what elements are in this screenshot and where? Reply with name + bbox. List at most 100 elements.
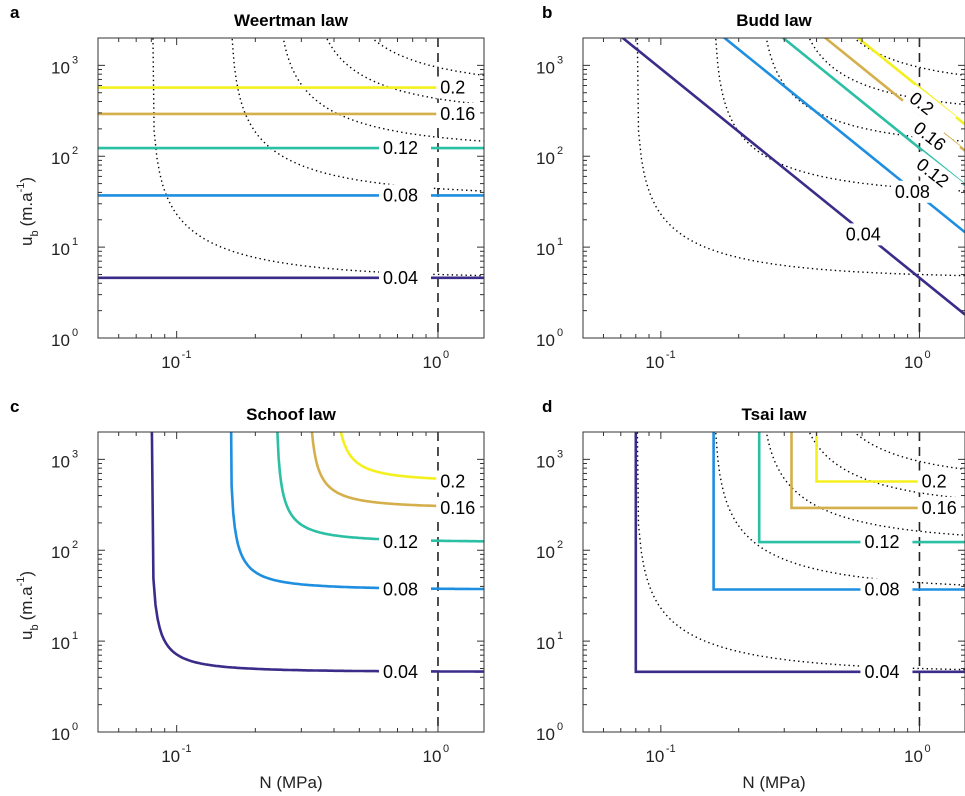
contour-label-0.12: 0.12	[383, 532, 418, 552]
contour-label-bg	[378, 660, 431, 683]
dotted-contour-0.12	[765, 432, 965, 536]
panel-letter: c	[10, 397, 19, 416]
x-tick-label: 10	[645, 747, 664, 766]
panel-title: Tsai law	[742, 405, 808, 424]
axes-frame	[97, 37, 485, 339]
contour-label-bg	[908, 150, 964, 201]
contour-label-bg	[841, 223, 894, 246]
contour-label-0.08: 0.08	[895, 182, 930, 202]
x-tick-label: 10	[161, 747, 180, 766]
contour-label-0.16: 0.16	[440, 498, 475, 518]
contour-line-0.2	[815, 432, 965, 483]
y-tick-label: 10	[536, 331, 555, 350]
panel-title: Weertman law	[234, 11, 349, 30]
y-tick-label: 10	[51, 725, 70, 744]
contour-line-0.16	[823, 38, 965, 152]
contour-line-0.16	[790, 432, 965, 510]
y-label-sub: b	[29, 624, 41, 630]
contour-label-bg	[378, 184, 431, 207]
y-tick-label: 10	[51, 331, 70, 350]
y-tick-label: 10	[51, 543, 70, 562]
x-tick-label: 10	[904, 353, 923, 372]
contour-label-0.04: 0.04	[383, 268, 418, 288]
contour-label-0.2: 0.2	[440, 472, 465, 492]
contour-line-0.2	[856, 38, 965, 126]
contour-label-bg	[378, 266, 431, 289]
contour-label-bg	[901, 84, 957, 135]
contour-label-bg	[860, 660, 913, 683]
contour-line-0.16	[310, 432, 484, 509]
x-tick-label: 10	[423, 353, 442, 372]
contour-label-0.16: 0.16	[922, 498, 957, 518]
x-tick-exponent: 0	[924, 349, 930, 361]
x-tick-label: 10	[904, 747, 923, 766]
y-label-exp: -1	[15, 577, 27, 587]
y-label-close: )	[17, 571, 36, 577]
contour-line-0.12	[781, 38, 965, 186]
x-tick-exponent: -1	[182, 349, 192, 361]
panel-title: Schoof law	[246, 405, 337, 424]
dotted-contour-0.16	[325, 38, 484, 106]
contour-label-bg	[378, 137, 431, 160]
contour-label-0.08: 0.08	[864, 579, 899, 599]
y-tick-exponent: 2	[72, 539, 78, 551]
panel-letter: b	[542, 3, 552, 22]
y-tick-exponent: 2	[557, 539, 563, 551]
y-tick-label: 10	[51, 58, 70, 77]
y-tick-exponent: 0	[557, 721, 563, 733]
y-label-main: u	[17, 631, 36, 640]
y-label-unit: (m.a	[17, 192, 36, 227]
contour-label-bg	[436, 470, 484, 493]
contour-label-0.08: 0.08	[383, 185, 418, 205]
panel-title: Budd law	[736, 11, 812, 30]
dotted-contour-0.16	[808, 432, 965, 500]
y-tick-exponent: 0	[72, 721, 78, 733]
contour-label-bg	[917, 470, 965, 493]
panel-letter: a	[10, 3, 20, 22]
plot-area: 0.04 0.08 0.12 0.16 0.2	[634, 432, 965, 732]
x-tick-label: 10	[161, 353, 180, 372]
y-tick-exponent: 0	[557, 327, 563, 339]
contour-line-0.2	[339, 432, 484, 482]
y-tick-exponent: 1	[557, 236, 563, 248]
y-label-sub: b	[29, 230, 41, 236]
plot-area: 0.04 0.08 0.12 0.16 0.2	[150, 432, 484, 732]
y-tick-label: 10	[51, 634, 70, 653]
contour-label-bg	[905, 114, 961, 164]
y-tick-exponent: 3	[557, 54, 563, 66]
y-tick-exponent: 1	[72, 236, 78, 248]
contour-label-bg	[436, 76, 484, 99]
y-tick-exponent: 2	[557, 145, 563, 157]
x-tick-exponent: 0	[443, 743, 449, 755]
y-axis-label: ub (m.a-1)	[15, 177, 41, 246]
y-label-close: )	[17, 177, 36, 183]
y-tick-exponent: 2	[72, 145, 78, 157]
y-tick-label: 10	[536, 149, 555, 168]
dotted-contour-0.16	[808, 38, 965, 106]
y-tick-exponent: 1	[557, 630, 563, 642]
x-tick-label: 10	[423, 747, 442, 766]
contour-label-bg	[436, 496, 484, 519]
y-tick-label: 10	[536, 543, 555, 562]
contour-label-bg	[378, 578, 431, 601]
dotted-contour-0.08	[714, 432, 965, 586]
contour-label-0.04: 0.04	[846, 224, 881, 244]
y-tick-label: 10	[536, 452, 555, 471]
contour-label-0.04: 0.04	[383, 662, 418, 682]
contour-label-bg	[378, 531, 431, 554]
dotted-contour-0.04	[152, 38, 484, 277]
contour-label-0.12: 0.12	[383, 138, 418, 158]
x-axis-label: N (MPa)	[259, 773, 322, 792]
contour-line-0.04	[634, 432, 965, 674]
y-label-main: u	[17, 237, 36, 246]
y-label-exp: -1	[15, 183, 27, 193]
y-tick-label: 10	[51, 240, 70, 259]
contour-label-bg	[436, 102, 484, 125]
contour-label-0.12: 0.12	[864, 532, 899, 552]
y-tick-exponent: 1	[72, 630, 78, 642]
